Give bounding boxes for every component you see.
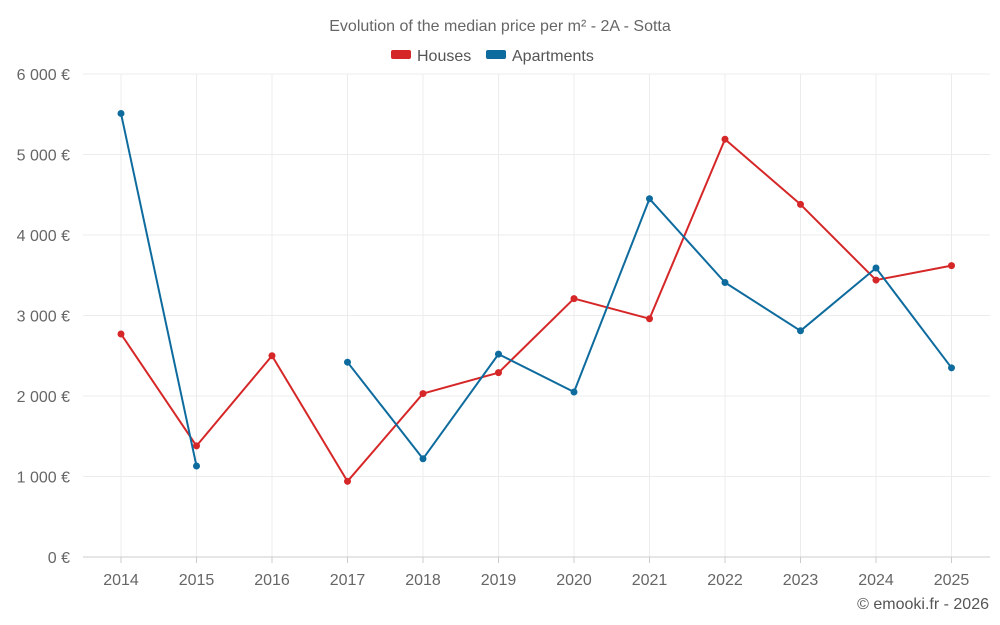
y-tick-label: 2 000 € xyxy=(17,389,70,406)
data-point-apartments[interactable] xyxy=(797,327,804,335)
grid xyxy=(83,73,990,558)
credit: © emooki.fr - 2026 xyxy=(857,596,989,613)
series-houses xyxy=(117,135,955,485)
x-tick-label: 2014 xyxy=(103,572,139,589)
data-point-houses[interactable] xyxy=(948,262,955,270)
data-point-houses[interactable] xyxy=(872,276,880,284)
data-point-apartments[interactable] xyxy=(646,195,653,203)
x-tick-label: 2024 xyxy=(858,572,894,589)
data-point-apartments[interactable] xyxy=(495,350,502,358)
x-tick-label: 2022 xyxy=(707,572,743,589)
y-axis-ticks: 0 € 1 000 € 2 000 € 3 000 € 4 000 € 5 000 € 6 … xyxy=(17,67,70,567)
series xyxy=(117,109,955,485)
x-tick-label: 2015 xyxy=(179,572,215,589)
y-tick-label: 0 € xyxy=(48,550,70,567)
x-tick-label: 2019 xyxy=(481,572,517,589)
data-point-houses[interactable] xyxy=(344,477,351,485)
legend-swatch-apartments xyxy=(486,50,506,59)
legend-item-apartments[interactable]: Apartments xyxy=(486,48,594,65)
data-point-apartments[interactable] xyxy=(344,358,351,366)
data-point-apartments[interactable] xyxy=(570,388,578,396)
x-tick-label: 2018 xyxy=(405,572,441,589)
y-tick-label: 5 000 € xyxy=(17,148,70,165)
x-tick-label: 2020 xyxy=(556,572,592,589)
x-axis-ticks: 2014 2015 2016 2017 2018 2019 2020 2021 2022 2023… xyxy=(103,557,969,589)
data-point-houses[interactable] xyxy=(495,369,502,377)
y-tick-label: 1 000 € xyxy=(17,470,70,487)
series-apartments xyxy=(117,109,955,470)
data-point-houses[interactable] xyxy=(797,200,804,208)
data-point-houses[interactable] xyxy=(570,295,578,303)
x-tick-label: 2025 xyxy=(934,572,970,589)
data-point-apartments[interactable] xyxy=(948,364,955,372)
legend-label-houses: Houses xyxy=(417,48,471,65)
series-line-houses xyxy=(120,138,952,483)
x-tick-label: 2021 xyxy=(632,572,668,589)
data-point-apartments[interactable] xyxy=(872,264,880,272)
data-point-houses[interactable] xyxy=(193,442,200,450)
legend-swatch-houses xyxy=(391,50,411,59)
data-point-apartments[interactable] xyxy=(419,455,427,463)
x-tick-label: 2016 xyxy=(254,572,290,589)
y-tick-label: 6 000 € xyxy=(17,67,70,84)
legend: Houses Apartments xyxy=(391,48,594,65)
data-point-apartments[interactable] xyxy=(117,109,125,117)
data-point-apartments[interactable] xyxy=(721,278,729,286)
data-point-houses[interactable] xyxy=(646,315,653,323)
chart-title: Evolution of the median price per m² - 2… xyxy=(329,18,671,35)
data-point-houses[interactable] xyxy=(117,330,125,338)
legend-item-houses[interactable]: Houses xyxy=(391,48,471,65)
legend-label-apartments: Apartments xyxy=(512,48,594,65)
x-tick-label: 2023 xyxy=(783,572,819,589)
data-point-houses[interactable] xyxy=(268,352,276,360)
data-point-houses[interactable] xyxy=(721,135,729,143)
data-point-houses[interactable] xyxy=(419,390,427,398)
y-tick-label: 4 000 € xyxy=(17,228,70,245)
series-line-apartments xyxy=(120,113,198,467)
x-tick-label: 2017 xyxy=(330,572,366,589)
data-point-apartments[interactable] xyxy=(193,462,200,470)
y-tick-label: 3 000 € xyxy=(17,309,70,326)
